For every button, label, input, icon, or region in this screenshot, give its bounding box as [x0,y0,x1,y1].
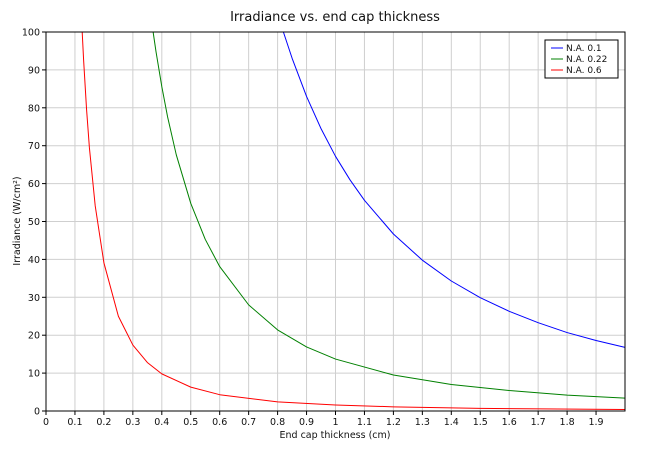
y-tick-label: 0 [34,407,40,418]
x-tick-label: 0.5 [183,417,198,428]
y-tick-label: 20 [28,331,40,342]
x-tick-label: 1.2 [386,417,401,428]
y-tick-label: 50 [28,217,40,228]
x-tick-label: 1 [332,417,338,428]
y-tick-label: 80 [28,103,40,114]
x-tick-label: 1.7 [531,417,546,428]
plot-area: 0 0.1 0.2 0.3 0.4 0.5 0.6 0.7 0.8 0.9 1 1.1 1.2 1.3 1.… [22,28,626,429]
y-tick-label: 100 [22,28,40,39]
x-tick-label: 1.5 [473,417,488,428]
x-tick-label: 0.6 [212,417,227,428]
x-tick-label: 0.2 [96,417,111,428]
x-tick-label: 1.1 [357,417,372,428]
legend-label: N.A. 0.22 [566,55,607,65]
y-tick-label: 60 [28,179,40,190]
series-line [81,31,626,410]
grid [46,32,625,411]
y-tick-label: 10 [28,369,40,380]
x-tick-label: 0.4 [154,417,169,428]
series-line [282,31,626,348]
legend-label: N.A. 0.1 [566,44,602,54]
x-tick-label: 1.8 [560,417,575,428]
legend-label: N.A. 0.6 [566,66,602,76]
x-axis-label: End cap thickness (cm) [280,430,391,441]
x-tick-label: 1.6 [502,417,517,428]
x-tick-label: 1.3 [415,417,430,428]
x-tick-label: 0.7 [241,417,256,428]
x-tick-label: 0.9 [299,417,314,428]
x-tick-label: 1.4 [444,417,459,428]
x-tick-label: 0.1 [67,417,82,428]
x-tick-label: 0.8 [270,417,285,428]
chart-title: Irradiance vs. end cap thickness [230,10,440,25]
y-tick-label: 70 [28,141,40,152]
y-axis-label: Irradiance (W/cm²) [12,176,23,265]
series-layer [81,31,626,410]
ticks: 0 0.1 0.2 0.3 0.4 0.5 0.6 0.7 0.8 0.9 1 1.1 1.2 1.3 1.… [22,28,604,429]
x-tick-label: 1.9 [588,417,603,428]
x-tick-label: 0.3 [125,417,140,428]
y-tick-label: 30 [28,293,40,304]
legend: N.A. 0.1N.A. 0.22N.A. 0.6 [544,39,619,79]
y-tick-label: 40 [28,255,40,266]
y-tick-label: 90 [28,65,40,76]
x-tick-label: 0 [43,417,49,428]
series-line [152,31,626,399]
